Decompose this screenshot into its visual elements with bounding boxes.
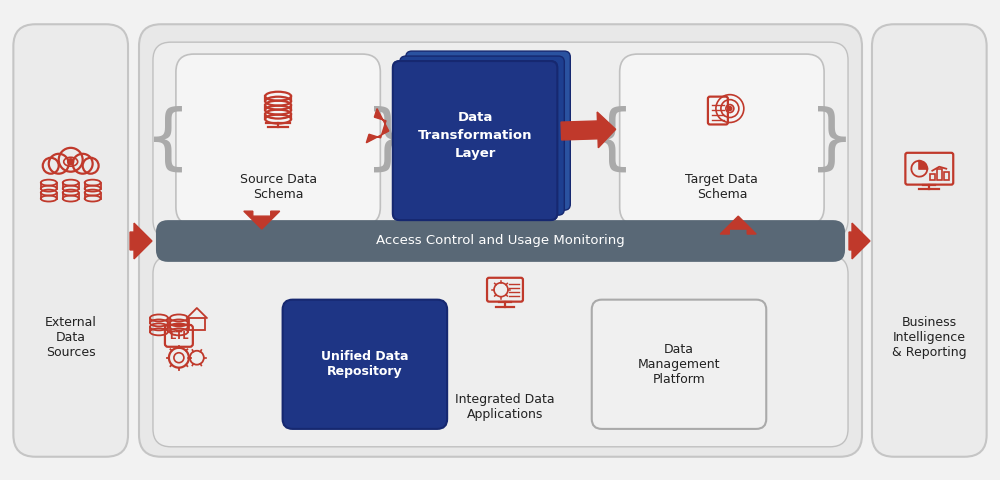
FancyBboxPatch shape (176, 54, 380, 225)
FancyBboxPatch shape (406, 51, 570, 210)
Circle shape (728, 107, 732, 110)
Polygon shape (244, 211, 280, 229)
Polygon shape (130, 223, 152, 259)
FancyBboxPatch shape (153, 256, 848, 447)
FancyBboxPatch shape (400, 56, 564, 215)
Bar (944, 172, 949, 180)
FancyBboxPatch shape (156, 220, 845, 262)
Text: Source Data
Schema: Source Data Schema (240, 173, 317, 201)
FancyBboxPatch shape (872, 24, 987, 457)
Text: Integrated Data
Applications: Integrated Data Applications (455, 393, 555, 421)
Text: {: { (589, 105, 635, 174)
Circle shape (68, 159, 74, 165)
FancyBboxPatch shape (13, 24, 128, 457)
Text: {: { (145, 105, 191, 174)
FancyBboxPatch shape (393, 61, 557, 220)
Text: Data
Transformation
Layer: Data Transformation Layer (418, 111, 532, 160)
Text: Access Control and Usage Monitoring: Access Control and Usage Monitoring (376, 235, 625, 248)
FancyBboxPatch shape (153, 42, 848, 238)
Text: External
Data
Sources: External Data Sources (45, 316, 97, 359)
FancyBboxPatch shape (283, 300, 447, 429)
Bar (937, 168, 942, 180)
Polygon shape (720, 216, 756, 234)
Text: ETL: ETL (169, 331, 189, 341)
FancyBboxPatch shape (393, 61, 557, 220)
Text: Data
Management
Platform: Data Management Platform (638, 343, 720, 386)
FancyBboxPatch shape (139, 24, 862, 457)
Text: }: } (365, 105, 411, 174)
Polygon shape (561, 112, 616, 148)
Text: }: } (809, 105, 855, 174)
Text: Target Data
Schema: Target Data Schema (685, 173, 758, 201)
Wedge shape (919, 161, 927, 168)
Text: Business
Intelligence
& Reporting: Business Intelligence & Reporting (892, 316, 967, 359)
Polygon shape (366, 108, 389, 143)
Text: Unified Data
Repository: Unified Data Repository (321, 350, 409, 378)
FancyBboxPatch shape (620, 54, 824, 225)
Polygon shape (849, 223, 870, 259)
FancyBboxPatch shape (592, 300, 766, 429)
Bar (930, 174, 935, 180)
